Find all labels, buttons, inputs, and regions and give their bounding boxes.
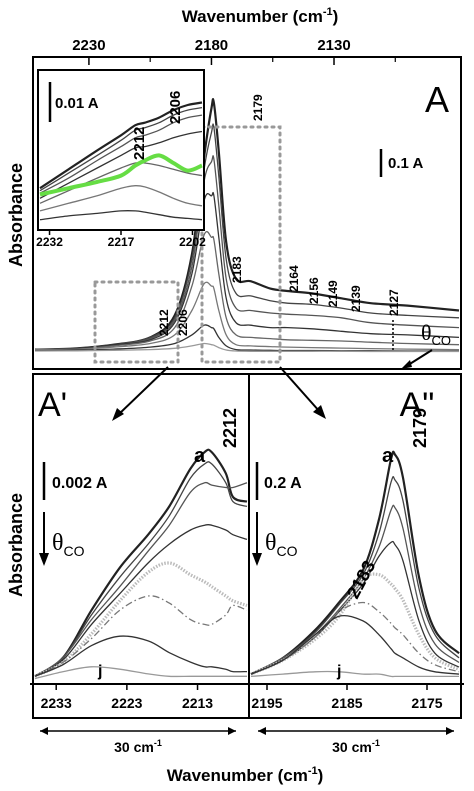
a-prime-series-2 xyxy=(34,461,248,677)
panel-a-top-ticks: 2230 2180 2130 xyxy=(72,37,396,65)
peak-label-2164: 2164 xyxy=(287,265,301,292)
zoom-arrow-left xyxy=(117,366,169,416)
inset-tick-label-2202: 2202 xyxy=(179,235,206,249)
a-prime-peak-label-2212: 2212 xyxy=(220,408,240,448)
a-double-prime-peak-label-2179: 2179 xyxy=(410,408,430,448)
panel-a-series-8 xyxy=(34,342,459,353)
a-prime-span-arrow-left xyxy=(40,727,48,735)
theta-arrowhead-a-prime xyxy=(39,553,49,566)
a-prime-label-j: j xyxy=(97,663,102,680)
panel-a-tick-label-2230: 2230 xyxy=(72,37,105,54)
a-double-prime-series-2 xyxy=(250,476,460,675)
theta-arrowhead-a xyxy=(401,360,412,369)
a-double-prime-label-j: j xyxy=(336,663,341,680)
peak-label-2179: 2179 xyxy=(251,94,265,121)
panel-a-double-prime-spectra xyxy=(250,450,460,678)
inset-peak-2212: 2212 xyxy=(131,127,148,160)
a-double-prime-span-label: 30 cm-1 xyxy=(332,738,380,755)
a-double-prime-series-6 xyxy=(250,601,460,675)
a-prime-span-label: 30 cm-1 xyxy=(114,738,162,755)
panel-a-series-3 xyxy=(34,155,460,351)
a-double-prime-tick-label-2175: 2175 xyxy=(411,695,442,711)
panel-a-label: A xyxy=(425,79,449,120)
a-prime-series-7 xyxy=(34,635,248,677)
inset-series-6 xyxy=(39,185,203,212)
a-double-prime-series-5 xyxy=(250,572,460,676)
panel-a-spectra xyxy=(34,97,460,353)
a-prime-series-1 xyxy=(34,448,248,678)
panel-a-series-4 xyxy=(34,191,460,351)
panel-a-double-prime-x-ticks: 2195 2185 2175 xyxy=(251,684,443,711)
zoom-arrowhead-right xyxy=(313,405,326,419)
a-prime-span-arrow-right xyxy=(228,727,236,735)
a-prime-tick-label-2223: 2223 xyxy=(111,695,142,711)
top-y-axis-label: Absorbance xyxy=(6,163,26,267)
a-double-prime-peak-label-2183: 2183 xyxy=(343,557,379,602)
peak-label-2139: 2139 xyxy=(349,285,363,312)
peak-label-2127: 2127 xyxy=(387,289,401,316)
theta-co-label-a: θCO xyxy=(421,320,451,348)
inset-spectra xyxy=(39,101,203,221)
inset-frame xyxy=(37,69,205,231)
theta-co-label-a-prime: θCO xyxy=(52,530,85,559)
panel-a-double-prime-label: A" xyxy=(400,386,435,424)
top-axis-title: Wavenumber (cm-1) xyxy=(182,6,339,26)
inset-tick-label-2217: 2217 xyxy=(108,235,135,249)
peak-label-2206: 2206 xyxy=(176,309,190,336)
a-prime-series-6 xyxy=(34,595,248,677)
a-double-prime-series-7 xyxy=(250,614,460,675)
a-double-prime-span-arrow-right xyxy=(446,727,454,735)
inset-series-3 xyxy=(39,114,203,194)
peak-label-2149: 2149 xyxy=(326,280,340,307)
a-double-prime-tick-label-2195: 2195 xyxy=(251,695,282,711)
zoom-arrow-right xyxy=(279,366,321,413)
panel-a-double-prime-frame xyxy=(248,373,462,719)
panel-a-prime-spectra xyxy=(34,448,248,680)
panel-a-prime-label: A' xyxy=(38,386,67,424)
a-prime-scale-bar-label: 0.002 A xyxy=(52,475,108,492)
panel-a-scale-bar-label: 0.1 A xyxy=(388,155,423,172)
inset-series-4 xyxy=(39,130,203,199)
peak-label-2156: 2156 xyxy=(307,277,321,304)
peak-label-2212: 2212 xyxy=(157,309,171,336)
inset-series-2 xyxy=(39,106,203,192)
panel-a-prime-x-ticks: 2233 2223 2213 xyxy=(41,684,213,711)
zoom-box-2212 xyxy=(93,280,180,364)
inset-series-7 xyxy=(39,210,203,221)
bottom-axis-title: Wavenumber (cm-1) xyxy=(167,765,324,785)
a-prime-series-4 xyxy=(34,524,248,677)
theta-arrowhead-a-double-prime xyxy=(252,553,262,566)
inset-x-ticks: 2232 2217 2202 xyxy=(36,230,206,249)
panel-a-tick-label-2180: 2180 xyxy=(195,37,228,54)
a-double-prime-span-arrow-left xyxy=(258,727,266,735)
a-prime-tick-label-2213: 2213 xyxy=(182,695,213,711)
a-prime-series-8 xyxy=(34,666,247,680)
inset-tick-label-2232: 2232 xyxy=(36,235,63,249)
a-double-prime-label-a: a xyxy=(382,445,394,467)
inset-peak-2206: 2206 xyxy=(167,91,184,124)
a-prime-label-a: a xyxy=(194,445,206,467)
a-double-prime-scale-bar-label: 0.2 A xyxy=(264,475,302,492)
a-prime-tick-label-2233: 2233 xyxy=(41,695,72,711)
theta-co-label-a-double-prime: θCO xyxy=(265,530,298,559)
a-double-prime-series-4 xyxy=(250,540,460,675)
a-prime-series-3 xyxy=(34,481,248,677)
inset-series-8 xyxy=(39,153,203,197)
panel-a-series-6 xyxy=(34,281,460,351)
peak-label-2183: 2183 xyxy=(230,256,244,283)
a-double-prime-tick-label-2185: 2185 xyxy=(331,695,362,711)
a-double-prime-series-8 xyxy=(250,670,459,678)
bottom-y-axis-label: Absorbance xyxy=(6,493,26,597)
a-prime-series-5 xyxy=(34,561,248,678)
a-double-prime-series-1 xyxy=(250,450,460,676)
inset-scale-bar-label: 0.01 A xyxy=(55,95,99,112)
zoom-arrowhead-left xyxy=(112,408,124,421)
inset-series-1 xyxy=(39,101,203,190)
panel-a-series-5 xyxy=(34,231,460,351)
zoom-box-2179 xyxy=(200,125,282,364)
panel-a-frame xyxy=(32,56,462,370)
panel-a-tick-label-2130: 2130 xyxy=(317,37,350,54)
panel-a-series-2 xyxy=(34,123,460,351)
